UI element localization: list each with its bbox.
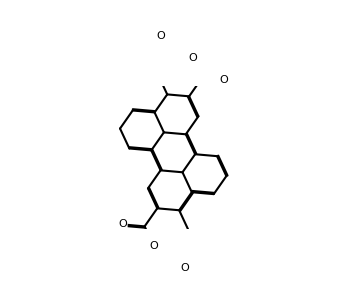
Text: O: O — [219, 75, 228, 85]
Text: O: O — [150, 241, 158, 251]
Text: O: O — [181, 263, 190, 273]
Text: O: O — [118, 219, 127, 229]
Text: O: O — [188, 53, 197, 63]
Text: O: O — [157, 32, 166, 41]
